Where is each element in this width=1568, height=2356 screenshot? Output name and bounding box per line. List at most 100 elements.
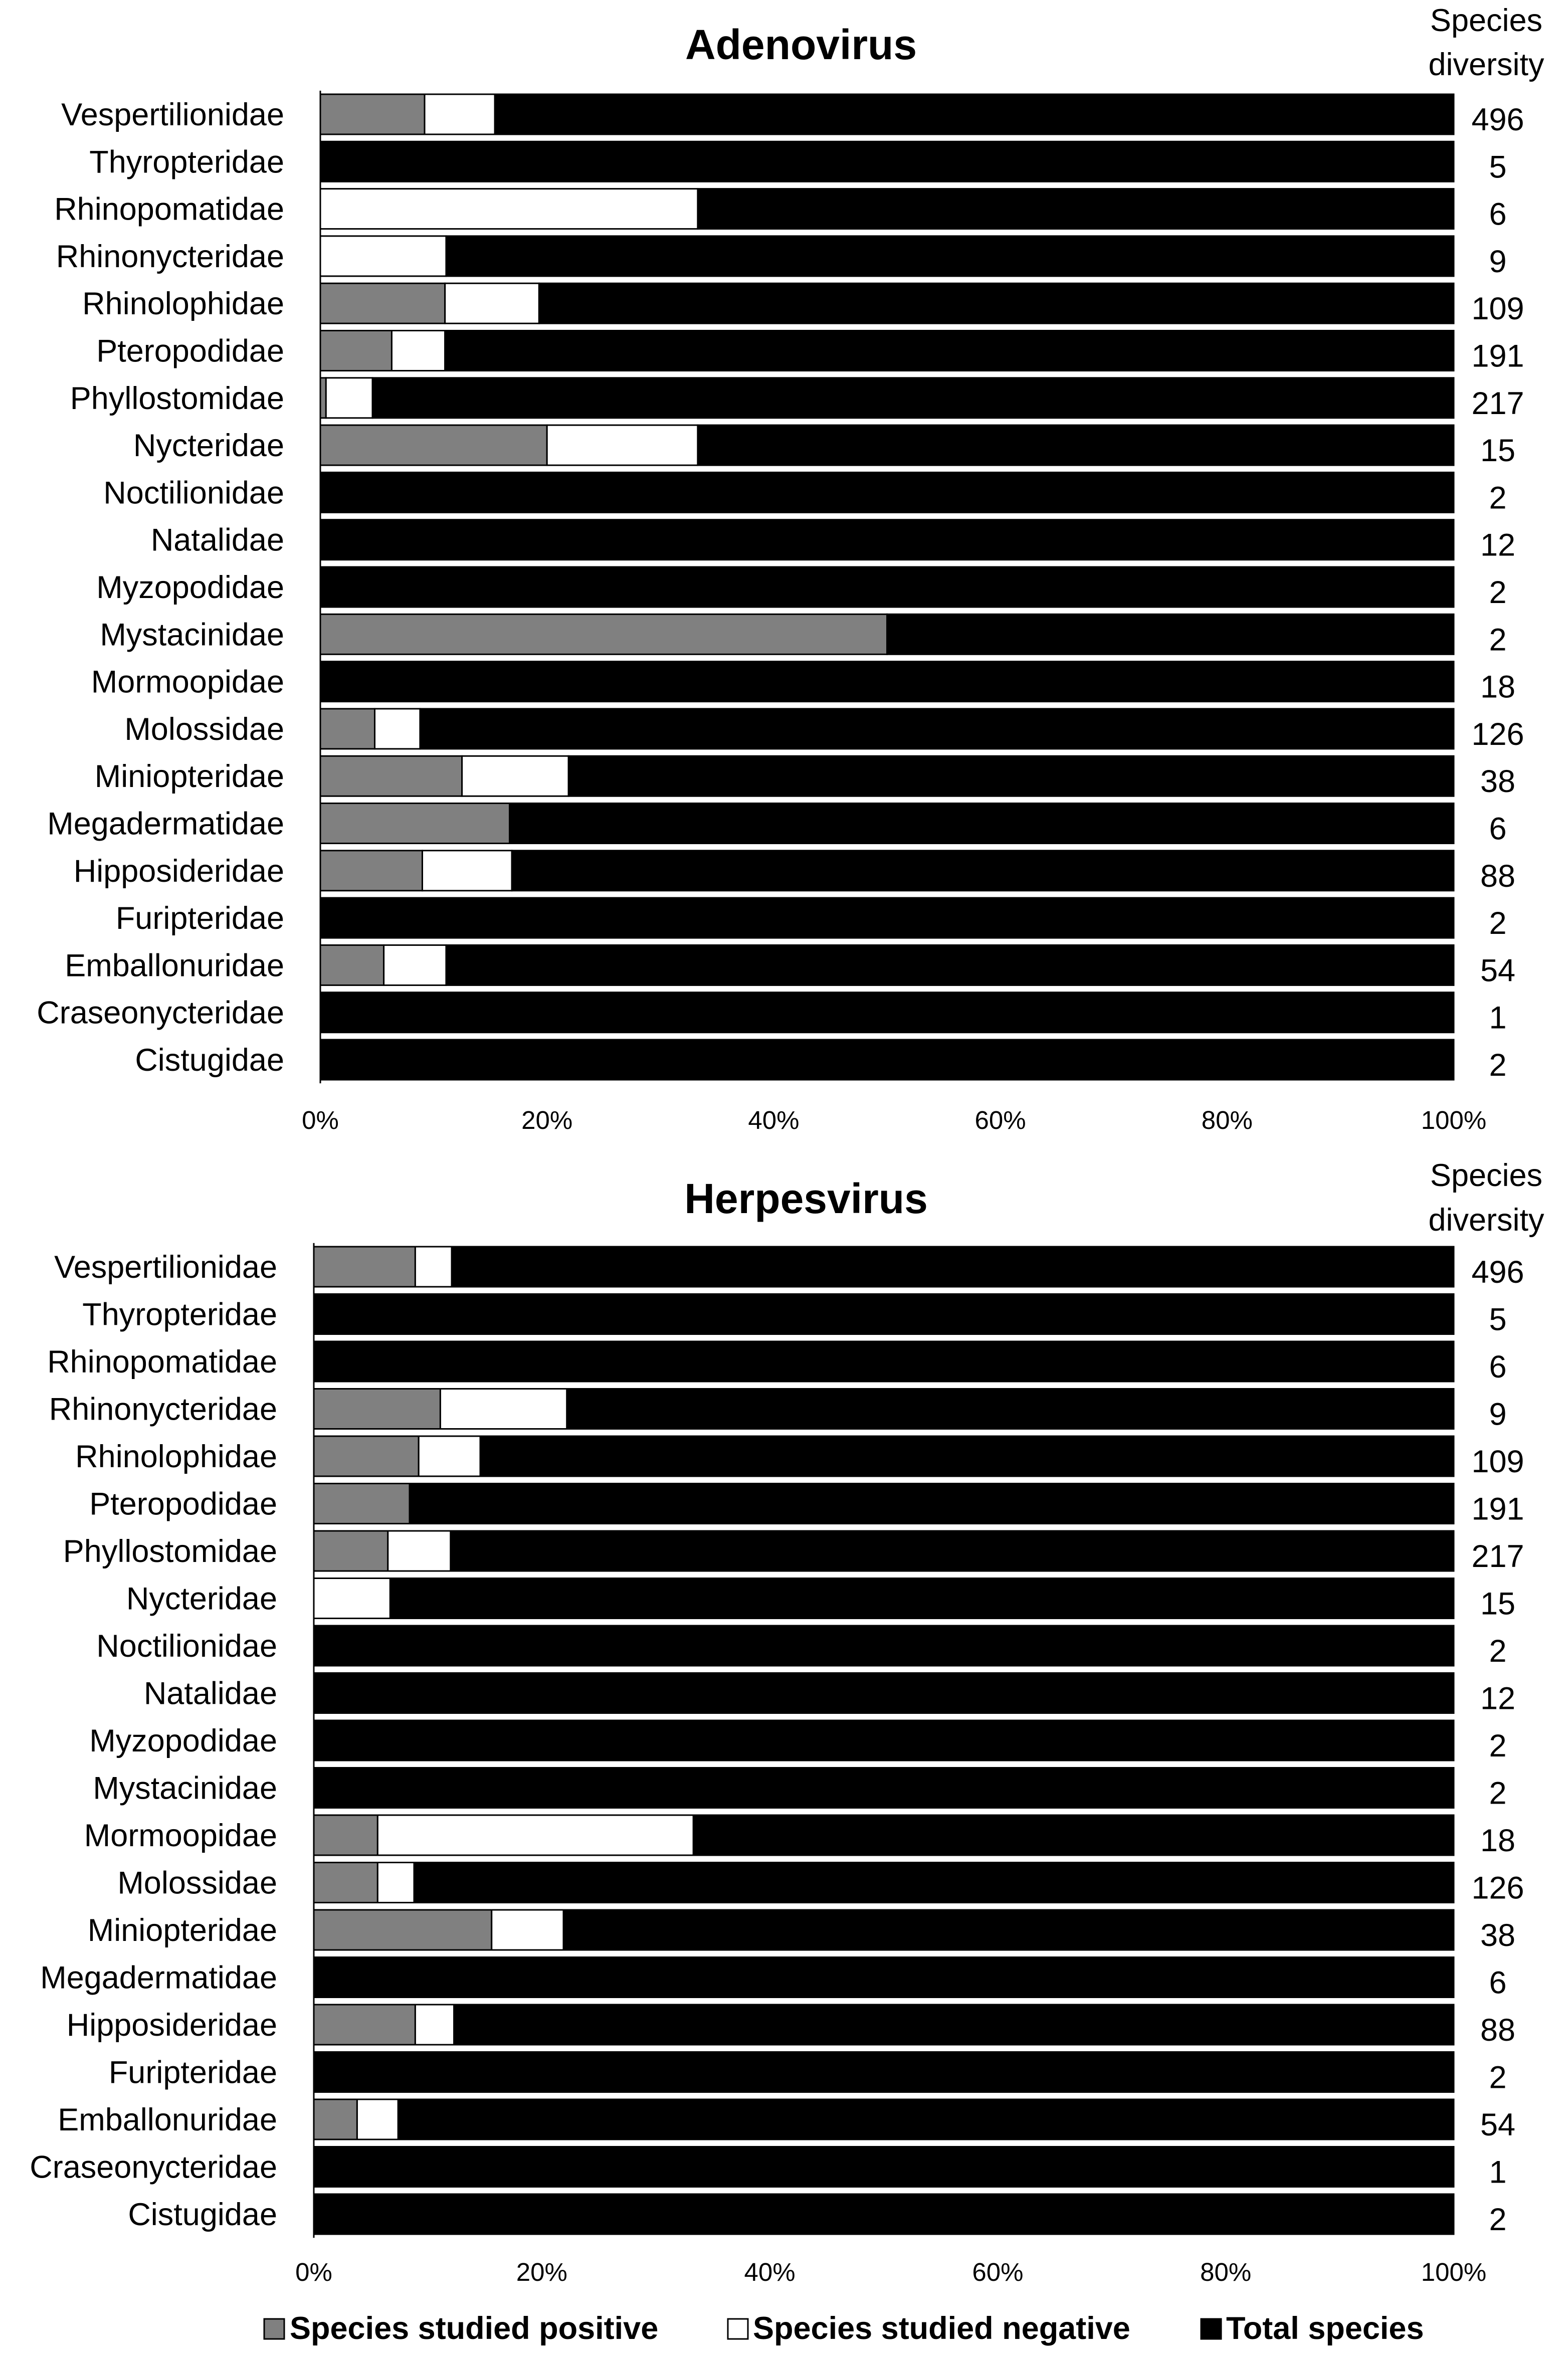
herpesvirus-category-label: Cistugidae [128,2197,277,2232]
herpesvirus-bar-total-segment [451,1246,1455,1288]
adenovirus-category-label: Thyropteridae [89,144,284,179]
adenovirus-bar-positive-segment [319,93,426,135]
adenovirus-bar-positive-segment [319,708,376,750]
legend-swatch [1200,2318,1222,2340]
herpesvirus-bar-positive-segment [313,1530,389,1572]
adenovirus-bar-negative-segment [383,944,447,986]
adenovirus-species-diversity-value: 109 [1471,291,1524,326]
adenovirus-bar-total-segment [445,235,1455,277]
adenovirus-bar-negative-segment [374,708,421,750]
herpesvirus-bar-negative-segment [356,2098,399,2140]
adenovirus-category-label: Mystacinidae [100,617,284,652]
herpesvirus-bar-total-segment [313,2146,1455,2188]
herpesvirus-category-label: Megadermatidae [40,1960,277,1996]
herpesvirus-bar-positive-segment [313,2004,416,2046]
herpesvirus-species-diversity-value: 2 [1489,1728,1506,1763]
adenovirus-category-label: Molossidae [124,712,284,747]
legend-label: Total species [1226,2311,1424,2346]
legend-swatch [263,2318,285,2340]
herpesvirus-species-diversity-value: 191 [1471,1492,1524,1527]
herpesvirus-bar-negative-segment [439,1388,568,1430]
adenovirus-bar-negative-segment [390,330,446,371]
herpesvirus-bar-negative-segment [418,1435,481,1477]
herpesvirus-category-label: Hipposideridae [67,2008,277,2043]
herpesvirus-category-label: Vespertilionidae [54,1250,277,1285]
adenovirus-bar-total-segment [538,282,1455,324]
herpesvirus-bar-total-segment [453,2004,1455,2046]
herpesvirus-bar-total-segment [313,2051,1455,2093]
adenovirus-category-label: Megadermatidae [47,807,284,842]
herpesvirus-x-tick-label: 80% [1200,2258,1251,2286]
adenovirus-x-tick-label: 80% [1202,1106,1253,1134]
herpesvirus-category-label: Molossidae [117,1866,277,1901]
adenovirus-category-label: Cistugidae [135,1043,284,1078]
adenovirus-category-label: Rhinopomatidae [54,192,284,227]
adenovirus-bar-total-segment [494,93,1455,135]
herpesvirus-species-diversity-value: 6 [1489,1966,1506,2001]
adenovirus-bar-negative-segment [319,188,699,230]
adenovirus-bar-total-segment [444,330,1455,371]
herpesvirus-bar-positive-segment [313,1388,441,1430]
adenovirus-species-diversity-value: 496 [1471,102,1524,137]
herpesvirus-species-diversity-value: 88 [1480,2013,1515,2048]
legend-label: Species studied positive [290,2311,658,2346]
herpesvirus-category-label: Pteropodidae [89,1487,277,1522]
herpesvirus-x-tick-label: 0% [295,2258,332,2286]
herpesvirus-chart-title: Herpesvirus [684,1175,928,1222]
adenovirus-category-label: Nycteridae [133,428,284,463]
adenovirus-chart-title: Adenovirus [685,21,917,68]
herpesvirus-right-header-line1: Species [1430,1158,1542,1193]
herpesvirus-species-diversity-value: 109 [1471,1444,1524,1479]
adenovirus-bar-positive-segment [319,330,393,371]
herpesvirus-category-label: Phyllostomidae [63,1534,277,1569]
adenovirus-bar-total-segment [319,1039,1455,1081]
herpesvirus-bar-total-segment [397,2098,1455,2140]
adenovirus-species-diversity-value: 6 [1489,197,1506,232]
herpesvirus-species-diversity-value: 496 [1471,1255,1524,1290]
herpesvirus-category-label: Thyropteridae [82,1297,277,1332]
adenovirus-species-diversity-value: 88 [1480,859,1515,894]
adenovirus-species-diversity-value: 38 [1480,764,1515,799]
herpesvirus-bar-negative-segment [414,1246,453,1288]
herpesvirus-bar-positive-segment [313,1435,420,1477]
herpesvirus-bar-total-segment [313,1625,1455,1667]
adenovirus-bar-negative-segment [325,377,373,419]
adenovirus-species-diversity-value: 5 [1489,149,1506,184]
adenovirus-bar-positive-segment [319,850,423,892]
herpesvirus-category-label: Miniopteridae [88,1913,277,1948]
herpesvirus-species-diversity-value: 2 [1489,2202,1506,2237]
herpesvirus-bar-negative-segment [414,2004,455,2046]
adenovirus-x-tick-label: 100% [1421,1106,1486,1134]
adenovirus-bar-total-segment [511,850,1455,892]
adenovirus-category-label: Miniopteridae [95,759,284,794]
adenovirus-species-diversity-value: 126 [1471,717,1524,752]
adenovirus-species-diversity-value: 2 [1489,575,1506,610]
legend-label: Species studied negative [753,2311,1130,2346]
herpesvirus-bar-total-segment [313,2193,1455,2235]
adenovirus-species-diversity-value: 6 [1489,812,1506,847]
herpesvirus-category-label: Furipteridae [109,2055,277,2090]
herpesvirus-bar-total-segment [389,1578,1455,1619]
herpesvirus-category-label: Nycteridae [126,1582,277,1617]
adenovirus-x-tick-label: 60% [975,1106,1026,1134]
herpesvirus-species-diversity-value: 2 [1489,1776,1506,1811]
adenovirus-bar-total-segment [509,803,1455,844]
herpesvirus-bar-total-segment [562,1909,1455,1951]
herpesvirus-species-diversity-value: 126 [1471,1871,1524,1906]
adenovirus-bar-total-segment [319,519,1455,561]
adenovirus-species-diversity-value: 2 [1489,1048,1506,1083]
herpesvirus-category-label: Myzopodidae [89,1723,277,1758]
herpesvirus-bar-negative-segment [313,1578,391,1619]
herpesvirus-category-label: Noctilionidae [96,1629,277,1664]
adenovirus-right-header-line2: diversity [1428,47,1544,82]
adenovirus-bar-total-segment [319,566,1455,608]
adenovirus-bar-positive-segment [319,377,327,419]
adenovirus-species-diversity-value: 191 [1471,339,1524,374]
adenovirus-bar-total-segment [567,755,1455,797]
adenovirus-bar-positive-segment [319,944,385,986]
adenovirus-bar-total-segment [371,377,1455,419]
adenovirus-right-header-line1: Species [1430,3,1542,38]
adenovirus-category-label: Hipposideridae [74,854,284,889]
adenovirus-bar-negative-segment [444,282,540,324]
adenovirus-species-diversity-value: 2 [1489,480,1506,515]
